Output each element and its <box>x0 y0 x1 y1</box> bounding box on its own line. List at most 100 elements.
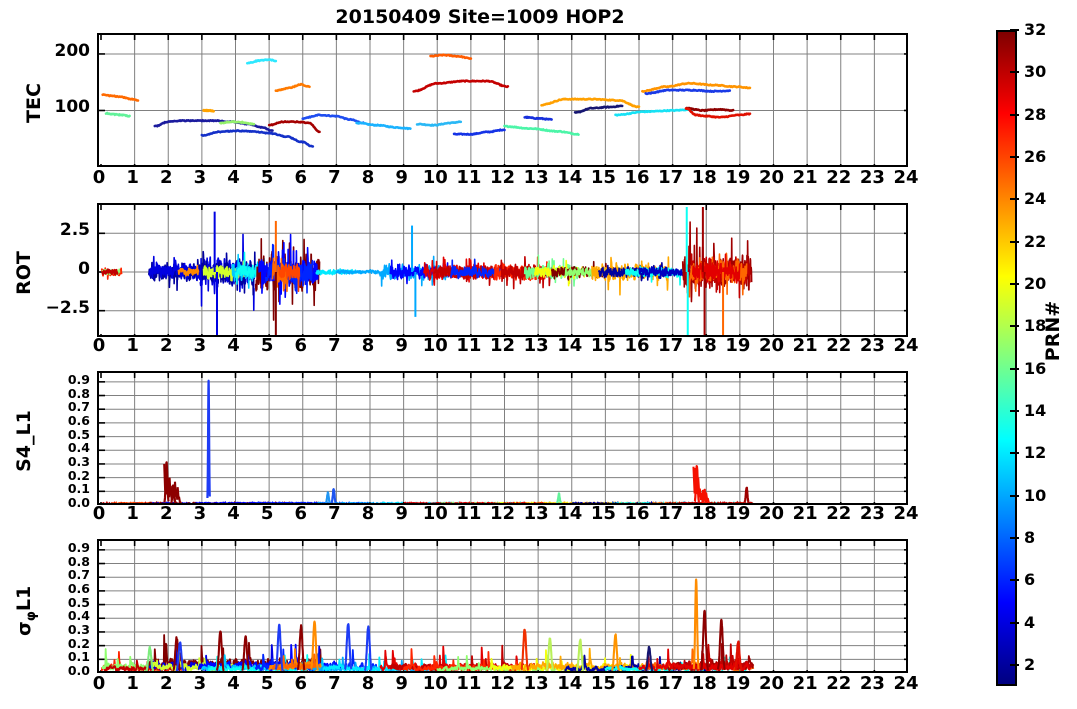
x-axis-tick-8: 8 <box>361 673 375 694</box>
x-axis-tick-13: 13 <box>523 673 549 694</box>
x-axis-tick-14: 14 <box>557 167 583 188</box>
x-axis-tick-20: 20 <box>758 167 785 188</box>
x-axis-tick-11: 11 <box>456 335 482 356</box>
x-axis-tick-18: 18 <box>691 673 717 694</box>
colorbar-tick-2: 2 <box>1024 654 1036 674</box>
y-axis-tick-0p4: 0.4 <box>67 440 90 456</box>
y-axis-tick-0p1: 0.1 <box>67 481 90 497</box>
x-axis-tick-9: 9 <box>395 673 408 694</box>
x-axis-tick-12: 12 <box>489 335 516 356</box>
y-axis-tick-0p2: 0.2 <box>67 635 90 651</box>
colorbar-tick-14: 14 <box>1024 400 1047 420</box>
x-axis-tick-7: 7 <box>328 167 341 188</box>
x-axis-tick-9: 9 <box>395 167 408 188</box>
x-axis-tick-6: 6 <box>294 503 308 524</box>
x-axis-tick-7: 7 <box>328 335 341 356</box>
y-axis-tick-0p3: 0.3 <box>67 621 90 637</box>
colorbar-tickmark-16 <box>1010 367 1019 370</box>
x-axis-tick-19: 19 <box>725 335 751 356</box>
x-axis-tick-12: 12 <box>489 673 516 694</box>
colorbar-tick-16: 16 <box>1024 358 1047 378</box>
x-axis-tick-24: 24 <box>893 167 919 188</box>
x-axis-tick-1: 1 <box>126 167 139 188</box>
y-axis-tick-0: 0.0 <box>67 495 90 510</box>
x-axis-tick-0: 0 <box>92 167 106 188</box>
x-axis-tick-2: 2 <box>159 503 173 524</box>
colorbar-tickmark-8 <box>1010 536 1019 539</box>
x-axis-tick-0: 0 <box>92 503 106 524</box>
x-axis-tick-14: 14 <box>557 335 583 356</box>
x-axis-tick-1: 1 <box>126 503 139 524</box>
x-axis-tick-5: 5 <box>260 673 274 694</box>
x-axis-tick-6: 6 <box>294 335 308 356</box>
colorbar-tick-18: 18 <box>1024 316 1047 336</box>
y-axis-tick--2p5: −2.5 <box>45 297 90 318</box>
x-axis-tick-18: 18 <box>691 335 717 356</box>
x-axis-tick-8: 8 <box>361 167 375 188</box>
x-axis-tick-3: 3 <box>193 335 207 356</box>
y-axis-tick-0p7: 0.7 <box>67 399 90 415</box>
x-axis-tick-22: 22 <box>826 335 852 356</box>
x-axis-tick-2: 2 <box>159 673 173 694</box>
x-axis-tick-22: 22 <box>826 673 852 694</box>
x-axis-tick-23: 23 <box>859 167 885 188</box>
y-axis-tick-0p8: 0.8 <box>67 385 90 401</box>
y-axis-tick-0: 0.0 <box>67 663 90 678</box>
x-axis-tick-23: 23 <box>859 335 885 356</box>
x-axis-tick-11: 11 <box>456 673 482 694</box>
x-axis-tick-7: 7 <box>328 673 341 694</box>
x-axis-tick-4: 4 <box>227 673 240 694</box>
x-axis-tick-24: 24 <box>893 335 919 356</box>
x-axis-tick-17: 17 <box>658 673 684 694</box>
panel-tec <box>97 33 908 167</box>
x-axis-tick-10: 10 <box>422 335 448 356</box>
x-axis-tick-18: 18 <box>691 167 717 188</box>
colorbar-tickmark-4 <box>1010 621 1019 624</box>
colorbar-tickmark-22 <box>1010 240 1019 243</box>
colorbar-tick-28: 28 <box>1024 104 1047 124</box>
x-axis-tick-13: 13 <box>523 503 549 524</box>
x-axis-tick-1: 1 <box>126 335 139 356</box>
x-axis-tick-12: 12 <box>489 503 516 524</box>
x-axis-tick-23: 23 <box>859 503 885 524</box>
y-axis-tick-0p5: 0.5 <box>67 426 90 442</box>
x-axis-tick-10: 10 <box>422 503 448 524</box>
x-axis-tick-9: 9 <box>395 503 408 524</box>
x-axis-tick-21: 21 <box>792 335 818 356</box>
prn-colorbar <box>996 30 1017 686</box>
x-axis-tick-16: 16 <box>624 335 650 356</box>
y-axis-tick-0p9: 0.9 <box>67 371 90 387</box>
x-axis-tick-8: 8 <box>361 503 375 524</box>
x-axis-tick-15: 15 <box>590 503 616 524</box>
x-axis-tick-21: 21 <box>792 673 818 694</box>
y-axis-tick-0p9: 0.9 <box>67 539 90 555</box>
x-axis-tick-13: 13 <box>523 335 549 356</box>
colorbar-tick-32: 32 <box>1024 20 1047 39</box>
x-axis-tick-15: 15 <box>590 167 616 188</box>
colorbar-tick-30: 30 <box>1024 62 1047 82</box>
colorbar-tickmark-28 <box>1010 113 1019 116</box>
x-axis-tick-17: 17 <box>658 335 684 356</box>
x-axis-tick-5: 5 <box>260 335 274 356</box>
x-axis-tick-5: 5 <box>260 167 274 188</box>
x-axis-tick-10: 10 <box>422 673 448 694</box>
x-axis-tick-16: 16 <box>624 503 650 524</box>
x-axis-tick-17: 17 <box>658 503 684 524</box>
colorbar-tickmark-30 <box>1010 71 1019 74</box>
x-axis-tick-19: 19 <box>725 503 751 524</box>
y-axis-tick-0p6: 0.6 <box>67 580 90 596</box>
y-axis-tick-0p3: 0.3 <box>67 453 90 469</box>
x-axis-tick-12: 12 <box>489 167 516 188</box>
colorbar-tickmark-26 <box>1010 155 1019 158</box>
y-axis-tick-0p8: 0.8 <box>67 553 90 569</box>
colorbar-tick-8: 8 <box>1024 527 1036 547</box>
x-axis-tick-18: 18 <box>691 503 717 524</box>
x-axis-tick-9: 9 <box>395 335 408 356</box>
x-axis-tick-13: 13 <box>523 167 549 188</box>
colorbar-tick-6: 6 <box>1024 570 1036 590</box>
x-axis-tick-2: 2 <box>159 335 173 356</box>
y-axis-tick-0: 0 <box>78 259 90 279</box>
figure-title: 20150409 Site=1009 HOP2 <box>335 6 625 28</box>
y-axis-tick-0p4: 0.4 <box>67 608 90 624</box>
